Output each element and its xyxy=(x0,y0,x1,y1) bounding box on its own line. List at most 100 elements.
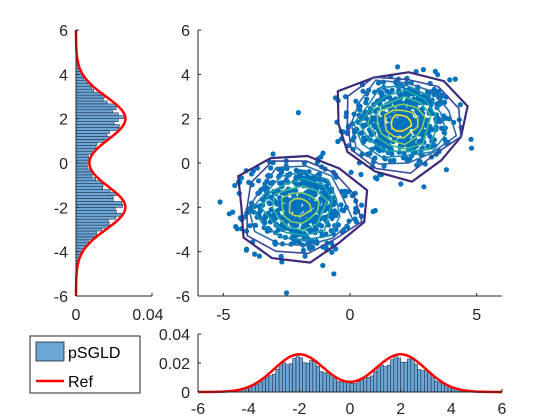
scatter-point xyxy=(268,165,274,171)
scatter-point xyxy=(427,133,433,140)
histogram-bar xyxy=(75,97,104,102)
scatter-point xyxy=(377,148,383,154)
scatter-point xyxy=(345,143,351,149)
contour-line xyxy=(376,103,426,146)
histogram-bar xyxy=(75,142,98,146)
contour-line xyxy=(384,109,419,139)
histogram-bar xyxy=(272,373,276,393)
histogram-bar xyxy=(75,156,90,161)
histogram-bar xyxy=(75,210,117,214)
legend-label-psgld: pSGLD xyxy=(68,345,120,362)
histogram-bar xyxy=(346,381,351,393)
histogram-bar xyxy=(282,362,287,393)
histogram-bar xyxy=(305,362,310,393)
histogram-bar xyxy=(366,377,371,393)
histogram-bar xyxy=(275,368,280,393)
histogram-bar xyxy=(380,364,385,393)
histogram-bar xyxy=(75,168,92,173)
histogram-bar xyxy=(413,363,418,393)
scatter-point xyxy=(312,226,318,232)
ref-density-line xyxy=(198,353,502,394)
histogram-bar xyxy=(75,91,101,96)
histogram-bar xyxy=(376,366,381,393)
histogram-bar xyxy=(75,115,125,119)
histogram-bar xyxy=(75,233,97,238)
histogram-bar xyxy=(75,94,105,99)
scatter-point xyxy=(447,77,453,83)
contour-line xyxy=(251,171,341,241)
scatter-point xyxy=(277,180,283,186)
histogram-bar xyxy=(75,85,92,90)
legend: pSGLD Ref xyxy=(29,335,141,394)
histogram-bar xyxy=(75,207,116,211)
histogram-bar xyxy=(342,381,347,393)
histogram-bar xyxy=(434,380,439,393)
marginal-x-axes: -6 -4 -2 0 2 4 6 0 0.02 0.04 xyxy=(159,327,507,418)
scatter-point xyxy=(358,202,365,208)
histogram-bar xyxy=(268,375,273,393)
scatter-point xyxy=(252,251,258,257)
y-tick-label: 0 xyxy=(181,385,190,402)
scatter-point xyxy=(348,169,354,175)
scatter-point xyxy=(391,157,397,164)
histogram-bar xyxy=(370,375,374,393)
histogram-bar xyxy=(75,153,89,158)
scatter-point xyxy=(340,189,346,195)
histogram-bar xyxy=(299,357,303,393)
histogram-bar xyxy=(319,371,324,393)
contour-line xyxy=(346,76,462,175)
scatter-point xyxy=(411,120,417,126)
scatter-point xyxy=(283,177,289,183)
scatter-point xyxy=(404,98,410,104)
scatter-point xyxy=(420,67,426,73)
contour-line xyxy=(246,160,363,255)
marginal-y-bars xyxy=(74,30,127,296)
histogram-bar xyxy=(356,381,361,393)
scatter-point xyxy=(283,198,289,204)
scatter-point xyxy=(273,200,279,206)
histogram-bar xyxy=(403,361,408,393)
histogram-bar xyxy=(75,224,110,229)
y-tick-label: -2 xyxy=(54,200,68,217)
scatter-point xyxy=(438,125,444,131)
scatter-point xyxy=(353,219,359,225)
x-tick-label: 6 xyxy=(498,401,507,418)
scatter-point xyxy=(394,109,400,116)
scatter-point xyxy=(360,88,366,94)
histogram-bar xyxy=(383,366,388,393)
scatter-point xyxy=(381,163,387,169)
scatter-point xyxy=(256,210,262,216)
histogram-bar xyxy=(430,377,435,393)
scatter-point xyxy=(387,95,393,101)
scatter-point xyxy=(370,208,376,215)
histogram-bar xyxy=(420,370,425,393)
histogram-bar xyxy=(309,360,314,393)
scatter-point xyxy=(375,80,382,86)
scatter-point xyxy=(435,115,441,121)
legend-swatch-psgld xyxy=(35,341,65,362)
scatter-point xyxy=(412,129,418,135)
histogram-bar xyxy=(265,375,270,393)
scatter-point xyxy=(399,125,405,131)
histogram-bar xyxy=(373,371,378,393)
y-tick-label: 4 xyxy=(181,67,190,84)
marginal-x-bars xyxy=(198,353,502,394)
histogram-bar xyxy=(329,374,334,393)
scatter-point xyxy=(263,214,269,220)
scatter-point xyxy=(342,94,349,100)
y-tick-label: 0.02 xyxy=(159,356,190,373)
histogram-bar xyxy=(75,215,117,220)
histogram-bar xyxy=(261,378,266,393)
histogram-bar xyxy=(75,218,109,223)
histogram-bar xyxy=(75,230,97,235)
histogram-bar xyxy=(75,212,122,217)
histogram-bar xyxy=(75,147,97,152)
scatter-point xyxy=(243,247,249,253)
histogram-bar xyxy=(75,221,110,226)
scatter-point xyxy=(371,122,377,129)
scatter-point xyxy=(266,200,272,206)
histogram-bar xyxy=(322,372,327,393)
scatter-point xyxy=(452,76,458,82)
histogram-bar xyxy=(400,361,405,393)
y-tick-label: 0.04 xyxy=(159,327,190,344)
